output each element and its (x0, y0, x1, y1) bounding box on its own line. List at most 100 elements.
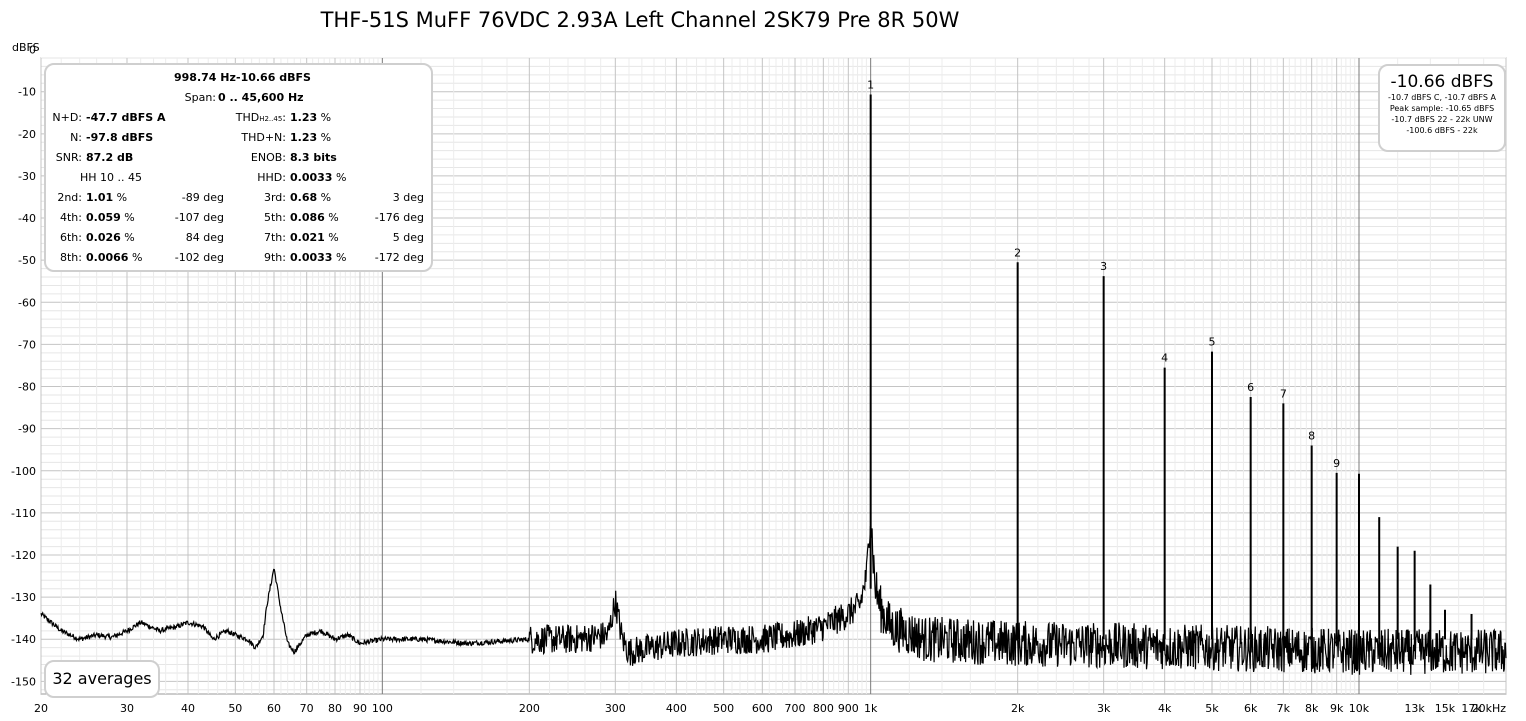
hh-label: HH 10 .. 45 (80, 171, 143, 184)
harmonic-value: 0.0033 % (290, 251, 347, 264)
y-tick-label: -50 (18, 254, 36, 267)
harmonic-value: 1.01 % (86, 191, 128, 204)
peak-label: 6 (1247, 381, 1254, 394)
x-tick-label: 10k (1349, 702, 1370, 715)
y-tick-label: 0 (29, 44, 36, 57)
x-tick-label: 40 (181, 702, 195, 715)
stats-span-row: Span: 0 .. 45,600 Hz (46, 88, 431, 108)
y-axis-label: dBFS (12, 41, 40, 54)
peak-label: 2 (1014, 246, 1021, 259)
harmonic-phase: -107 deg (174, 211, 224, 224)
x-tick-label: 4k (1158, 702, 1172, 715)
harmonic-row: 4th: 0.059 % -107 deg 5th: 0.086 % -176 deg (46, 208, 431, 228)
x-tick-label: 900 (838, 702, 859, 715)
x-tick-label: 60 (267, 702, 281, 715)
x-tick-label: 400 (666, 702, 687, 715)
harmonic-row: 6th: 0.026 % 84 deg 7th: 0.021 % 5 deg (46, 228, 431, 248)
y-tick-label: -110 (11, 507, 36, 520)
header-level: -10.66 dBFS (236, 71, 311, 84)
peak-label: 9 (1333, 457, 1340, 470)
peak-label: 5 (1208, 336, 1215, 349)
thd-value: 1.23 (290, 111, 318, 124)
x-tick-label: 500 (713, 702, 734, 715)
x-tick-label: 700 (785, 702, 806, 715)
y-tick-label: -20 (18, 128, 36, 141)
y-tick-label: -30 (18, 170, 36, 183)
stats-nd-row: N+D: -47.7 dBFS A THDH2..45: 1.23 % (46, 108, 431, 128)
x-tick-label: 20 (34, 702, 48, 715)
x-tick-label: 600 (752, 702, 773, 715)
peak-line-1: -10.7 dBFS C, -10.7 dBFS A (1388, 93, 1496, 102)
peak-label: 4 (1161, 352, 1168, 365)
peak-level-panel: -10.66 dBFS -10.7 dBFS C, -10.7 dBFS A P… (1378, 64, 1506, 152)
stats-hh-row: HH 10 .. 45 HHD: 0.0033 % (46, 168, 431, 188)
harmonic-phase: -89 deg (181, 191, 224, 204)
x-tick-label: 20kHz (1472, 702, 1507, 715)
harmonic-phase: -102 deg (174, 251, 224, 264)
x-tick-label: 50 (228, 702, 242, 715)
x-tick-label: 80 (328, 702, 342, 715)
harmonic-value: 0.086 % (290, 211, 339, 224)
thdn-value: 1.23 (290, 131, 318, 144)
stats-snr-row: SNR: 87.2 dB ENOB: 8.3 bits (46, 148, 431, 168)
peak-line-2: Peak sample: -10.65 dBFS (1389, 104, 1495, 113)
spectrum-trace (40, 525, 1507, 675)
y-tick-label: -60 (18, 296, 36, 309)
harmonic-label: 7th: (264, 231, 286, 244)
harmonic-value: 0.026 % (86, 231, 135, 244)
x-tick-label: 13k (1404, 702, 1425, 715)
y-axis-ticks: 0 -10 -20 -30 -40 -50 -60 -70 -80 -90 -100 -110 -120… (11, 44, 36, 689)
x-tick-label: 9k (1330, 702, 1344, 715)
y-tick-label: -10 (18, 86, 36, 99)
x-tick-label: 70 (300, 702, 314, 715)
y-tick-label: -100 (11, 465, 36, 478)
y-tick-label: -80 (18, 381, 36, 394)
y-tick-label: -150 (11, 675, 36, 688)
harmonic-phase: 84 deg (185, 231, 224, 244)
harmonic-label: 9th: (264, 251, 286, 264)
thd-label: THDH2..45: (235, 111, 286, 124)
harmonic-label: 6th: (60, 231, 82, 244)
harmonic-label: 5th: (264, 211, 286, 224)
harmonic-value: 0.68 % (290, 191, 332, 204)
harmonic-row: 2nd: 1.01 % -89 deg 3rd: 0.68 % 3 deg (46, 188, 431, 208)
harmonic-phase: 3 deg (392, 191, 424, 204)
x-tick-label: 300 (605, 702, 626, 715)
peak-label: 8 (1308, 429, 1315, 442)
nd-value: -47.7 dBFS A (86, 111, 166, 124)
harmonic-label: 8th: (60, 251, 82, 264)
enob-value: 8.3 bits (290, 151, 337, 164)
noise-floor-line (40, 525, 1507, 675)
harmonic-value: 0.0066 % (86, 251, 143, 264)
n-value: -97.8 dBFS (86, 131, 154, 144)
thdn-label: THD+N: (241, 131, 286, 144)
peak-line-4: -100.6 dBFS - 22k (1406, 126, 1478, 135)
stats-panel: 998.74 Hz -10.66 dBFS Span: 0 .. 45,600 … (44, 63, 433, 272)
span-value: 0 .. 45,600 Hz (218, 91, 304, 104)
peak-label: 7 (1280, 387, 1287, 400)
stats-header: 998.74 Hz -10.66 dBFS (46, 68, 431, 88)
x-tick-label: 6k (1244, 702, 1258, 715)
y-tick-label: -90 (18, 423, 36, 436)
x-tick-label: 1k (864, 702, 878, 715)
peak-label: 1 (867, 78, 874, 91)
harmonic-phase: -176 deg (374, 211, 424, 224)
harmonic-label: 4th: (60, 211, 82, 224)
span-label: Span: (184, 91, 216, 104)
y-tick-label: -40 (18, 212, 36, 225)
x-tick-label: 90 (353, 702, 367, 715)
x-tick-label: 100 (372, 702, 393, 715)
x-tick-label: 3k (1097, 702, 1111, 715)
harmonic-peaks: 1 2 3 4 5 6 7 8 9 (867, 78, 1497, 640)
header-frequency: 998.74 Hz (174, 71, 236, 84)
x-tick-label: 200 (519, 702, 540, 715)
hhd-label: HHD: (257, 171, 286, 184)
x-tick-label: 8k (1305, 702, 1319, 715)
peak-line-3: -10.7 dBFS 22 - 22k UNW (1391, 115, 1493, 124)
y-tick-label: -130 (11, 591, 36, 604)
harmonic-phase: -172 deg (374, 251, 424, 264)
harmonic-row: 8th: 0.0066 % -102 deg 9th: 0.0033 % -172 deg (46, 248, 431, 268)
harmonic-value: 0.021 % (290, 231, 339, 244)
x-tick-label: 7k (1277, 702, 1291, 715)
x-axis-ticks: 20 30 40 50 60 70 80 90 100 200 300 400 500 600 700 800… (34, 702, 1506, 715)
